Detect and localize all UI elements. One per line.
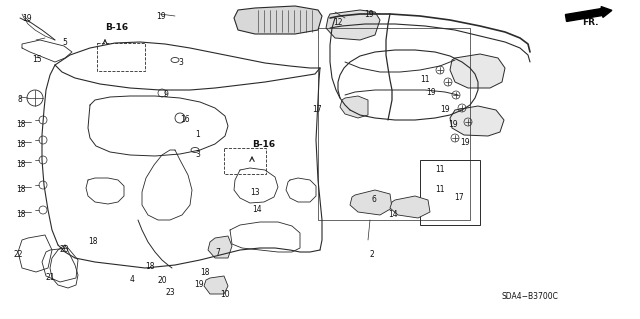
Text: 18: 18 xyxy=(16,160,26,169)
Text: 14: 14 xyxy=(252,205,262,214)
Text: 18: 18 xyxy=(200,268,209,277)
Text: 9: 9 xyxy=(163,90,168,99)
Text: 18: 18 xyxy=(88,237,97,246)
Text: 11: 11 xyxy=(435,165,445,174)
Text: 19: 19 xyxy=(194,280,204,289)
Text: 19: 19 xyxy=(22,14,31,23)
Text: 18: 18 xyxy=(16,140,26,149)
Text: 7: 7 xyxy=(215,248,220,257)
Text: 18: 18 xyxy=(145,262,154,271)
Text: 18: 18 xyxy=(16,210,26,219)
Text: 20: 20 xyxy=(60,245,70,254)
Polygon shape xyxy=(204,276,228,294)
Text: 3: 3 xyxy=(195,150,200,159)
Text: 19: 19 xyxy=(364,10,374,19)
Polygon shape xyxy=(350,190,392,215)
Text: 6: 6 xyxy=(372,195,377,204)
Polygon shape xyxy=(450,54,505,88)
Polygon shape xyxy=(340,96,368,118)
Text: SDA4−B3700C: SDA4−B3700C xyxy=(502,292,559,301)
Text: 12: 12 xyxy=(333,18,342,27)
Text: 3: 3 xyxy=(178,58,183,67)
FancyArrow shape xyxy=(565,7,612,21)
Polygon shape xyxy=(450,106,504,136)
Text: 19: 19 xyxy=(156,12,166,21)
Text: 4: 4 xyxy=(130,275,135,284)
Text: 17: 17 xyxy=(312,105,322,114)
Text: B-16: B-16 xyxy=(105,23,128,32)
Text: 21: 21 xyxy=(46,273,56,282)
Text: 2: 2 xyxy=(370,250,375,259)
Text: B-16: B-16 xyxy=(252,140,275,149)
Text: 11: 11 xyxy=(420,75,429,84)
Text: 8: 8 xyxy=(18,95,23,104)
Text: 19: 19 xyxy=(426,88,436,97)
Text: 10: 10 xyxy=(220,290,230,299)
Text: FR.: FR. xyxy=(582,18,598,27)
Bar xyxy=(224,148,266,174)
Text: 17: 17 xyxy=(454,193,463,202)
Text: 18: 18 xyxy=(16,185,26,194)
Text: 22: 22 xyxy=(13,250,22,259)
Text: 5: 5 xyxy=(62,38,67,47)
Text: 1: 1 xyxy=(195,130,200,139)
Text: 13: 13 xyxy=(250,188,260,197)
Text: 19: 19 xyxy=(460,138,470,147)
Bar xyxy=(420,160,480,225)
Text: 19: 19 xyxy=(448,120,458,129)
Polygon shape xyxy=(390,196,430,218)
Polygon shape xyxy=(234,6,322,34)
Text: 23: 23 xyxy=(165,288,175,297)
Text: 20: 20 xyxy=(158,276,168,285)
Bar xyxy=(97,43,145,71)
Text: 14: 14 xyxy=(388,210,397,219)
Text: 18: 18 xyxy=(16,120,26,129)
Text: 11: 11 xyxy=(435,185,445,194)
Polygon shape xyxy=(326,10,380,40)
Polygon shape xyxy=(208,236,232,258)
Text: 16: 16 xyxy=(180,115,189,124)
Text: 19: 19 xyxy=(440,105,450,114)
Text: 15: 15 xyxy=(32,55,42,64)
